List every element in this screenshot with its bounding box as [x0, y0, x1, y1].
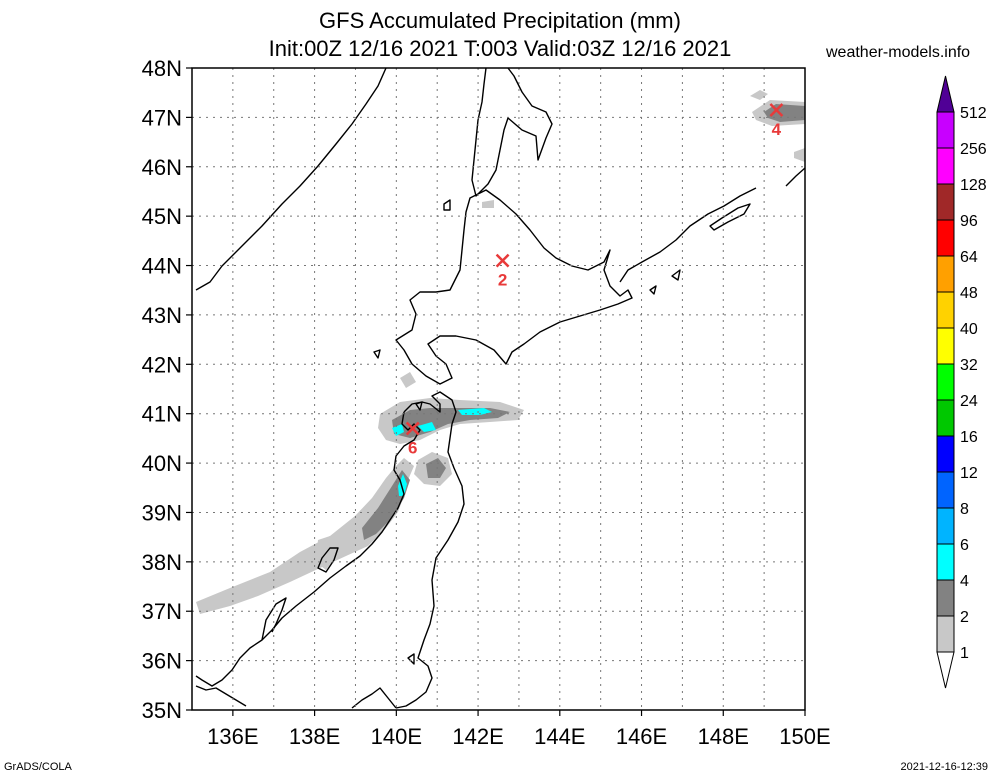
- lat-label: 46N: [142, 155, 182, 180]
- legend-label: 2: [960, 609, 969, 626]
- coastline: [351, 687, 397, 709]
- lon-label: 150E: [779, 724, 830, 749]
- legend-label: 32: [960, 357, 978, 374]
- legend-label: 6: [960, 537, 969, 554]
- coastline: [261, 597, 287, 641]
- legend-label: 64: [960, 249, 978, 266]
- coastline: [395, 189, 633, 385]
- lon-label: 140E: [371, 724, 422, 749]
- legend-swatch: [936, 183, 955, 221]
- max-marker-x: [769, 103, 784, 117]
- lat-label: 38N: [142, 550, 182, 575]
- coastline: [195, 685, 247, 707]
- legend-label: 4: [960, 573, 969, 590]
- site-credit: weather-models.info: [826, 44, 971, 61]
- coastline: [471, 67, 553, 197]
- coastline: [649, 285, 657, 295]
- legend-swatch: [936, 615, 955, 653]
- max-marker-label: 6: [408, 439, 417, 458]
- lat-label: 45N: [142, 204, 182, 229]
- footer-credit: GrADS/COLA: [4, 761, 72, 773]
- legend-label: 256: [960, 141, 987, 158]
- legend-swatch: [936, 507, 955, 545]
- precip-area: [794, 148, 805, 162]
- legend-swatch: [936, 435, 955, 473]
- legend-label: 96: [960, 213, 978, 230]
- precip-area: [398, 474, 407, 496]
- lon-label: 146E: [616, 724, 667, 749]
- precip-area: [482, 200, 494, 208]
- precip-area: [196, 458, 414, 614]
- lat-label: 37N: [142, 599, 182, 624]
- precip-area: [400, 372, 416, 388]
- precip-area: [392, 408, 510, 438]
- legend-label: 8: [960, 501, 969, 518]
- precip-area: [392, 424, 404, 436]
- legend-label: 40: [960, 321, 978, 338]
- legend-swatch: [936, 75, 955, 113]
- legend-swatch: [936, 291, 955, 329]
- footer-timestamp: 2021-12-16-12:39: [900, 761, 988, 773]
- chart-title: GFS Accumulated Precipitation (mm): [319, 8, 681, 33]
- lat-label: 40N: [142, 451, 182, 476]
- precip-layer: [196, 90, 805, 614]
- coastline: [785, 167, 806, 187]
- lon-label: 148E: [698, 724, 749, 749]
- legend-label: 12: [960, 465, 978, 482]
- max-marker-label: 4: [772, 120, 782, 139]
- legend-swatch: [936, 147, 955, 185]
- lat-label: 43N: [142, 303, 182, 328]
- precip-area: [362, 470, 410, 540]
- lat-label: 41N: [142, 402, 182, 427]
- legend-swatch: [936, 363, 955, 401]
- lat-label: 48N: [142, 56, 182, 81]
- lon-label: 142E: [452, 724, 503, 749]
- precip-area: [750, 90, 768, 100]
- coastline: [195, 67, 387, 291]
- coastline: [619, 187, 757, 283]
- legend-swatch: [936, 579, 955, 617]
- max-marker-label: 2: [498, 271, 507, 290]
- coastline: [395, 391, 465, 709]
- coastline: [317, 547, 339, 573]
- coastline: [373, 349, 381, 359]
- coastlines: [195, 67, 806, 709]
- legend-label: 1: [960, 645, 969, 662]
- lon-label: 138E: [289, 724, 340, 749]
- legend-swatch: [936, 219, 955, 257]
- legend-label: 24: [960, 393, 978, 410]
- lat-label: 35N: [142, 698, 182, 723]
- max-marker-x: [405, 421, 420, 436]
- legend-swatch: [936, 111, 955, 149]
- map-frame: [191, 67, 806, 711]
- precip-area: [418, 422, 436, 432]
- coastline: [407, 653, 415, 665]
- legend-swatch: [936, 543, 955, 581]
- lat-label: 47N: [142, 105, 182, 130]
- coastline: [443, 199, 451, 211]
- legend-label: 512: [960, 105, 987, 122]
- max-marker-x: [495, 253, 510, 268]
- lon-label: 144E: [534, 724, 585, 749]
- legend-swatch: [936, 651, 955, 689]
- coastline: [195, 411, 421, 687]
- lat-label: 39N: [142, 500, 182, 525]
- lat-label: 36N: [142, 649, 182, 674]
- coastline: [709, 203, 751, 231]
- legend-label: 16: [960, 429, 978, 446]
- legend-label: 48: [960, 285, 978, 302]
- lat-label: 44N: [142, 254, 182, 279]
- coastline: [671, 269, 681, 281]
- chart-subtitle: Init:00Z 12/16 2021 T:003 Valid:03Z 12/1…: [268, 36, 732, 61]
- legend-swatch: [936, 471, 955, 509]
- lat-label: 42N: [142, 352, 182, 377]
- lon-label: 136E: [207, 724, 258, 749]
- legend-swatch: [936, 327, 955, 365]
- legend-label: 128: [960, 177, 987, 194]
- legend-swatch: [936, 255, 955, 293]
- legend-swatch: [936, 399, 955, 437]
